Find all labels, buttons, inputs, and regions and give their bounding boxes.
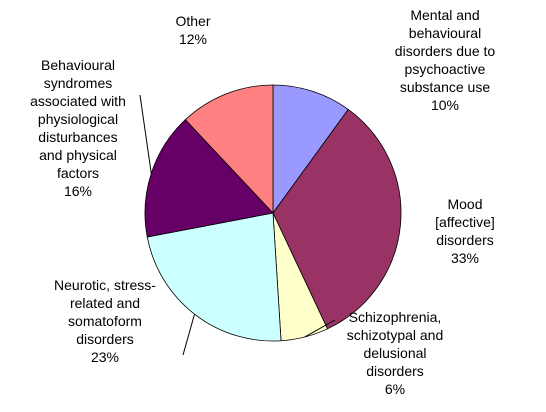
leader-line: [182, 314, 196, 356]
category-label: Mood [affective] disorders: [435, 196, 495, 248]
slice-label: Other 12%: [175, 12, 210, 48]
value-label: 12%: [178, 31, 208, 47]
category-label: Mental and behavioural disorders due to …: [394, 7, 496, 95]
category-label: Other: [175, 13, 211, 29]
leader-line: [139, 94, 152, 174]
pie-slice: [146, 212, 282, 342]
leader-line: [304, 319, 336, 338]
pie-slice: [272, 108, 402, 330]
slice-label: Schizophrenia, schizotypal and delusiona…: [347, 308, 444, 398]
category-label: Schizophrenia, schizotypal and delusiona…: [346, 309, 444, 379]
value-label: 23%: [90, 349, 120, 365]
value-label: 6%: [384, 381, 406, 397]
category-label: Behavioural syndromes associated with ph…: [30, 57, 126, 181]
slice-label: Mood [affective] disorders 33%: [425, 195, 506, 267]
category-label: Neurotic, stress- related and somatoform…: [54, 277, 156, 347]
pie-slice: [272, 84, 349, 215]
value-label: 16%: [63, 183, 93, 199]
slice-label: Behavioural syndromes associated with ph…: [30, 56, 126, 200]
pie-slice: [184, 84, 274, 215]
slice-label: Mental and behavioural disorders due to …: [395, 6, 495, 114]
value-label: 33%: [450, 250, 480, 266]
slice-label: Neurotic, stress- related and somatoform…: [54, 276, 156, 366]
pie-slice: [144, 119, 274, 238]
value-label: 10%: [430, 97, 460, 113]
